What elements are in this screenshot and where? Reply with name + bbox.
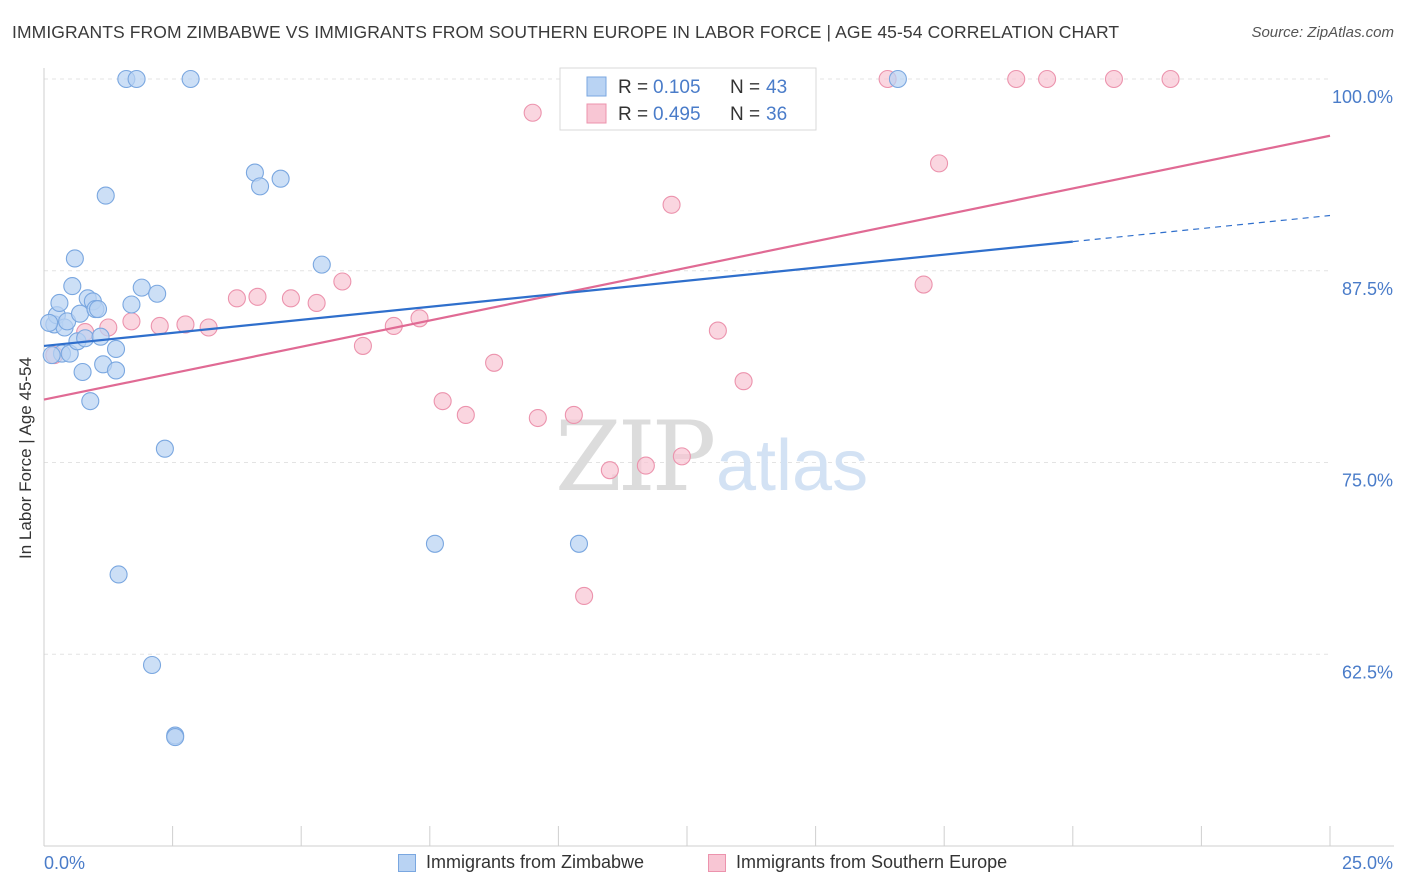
trend-lines <box>43 134 1331 401</box>
data-point-southern-europe <box>456 405 475 424</box>
data-point-zimbabwe <box>73 362 92 382</box>
data-point-southern-europe <box>528 408 547 428</box>
data-point-southern-europe <box>930 154 949 173</box>
legend-n-label: N = <box>730 104 760 125</box>
data-point-southern-europe <box>564 405 583 424</box>
data-point-zimbabwe <box>63 277 82 296</box>
data-point-southern-europe <box>199 318 218 337</box>
correlation-legend: R = 0.105 N = 43 R = 0.495 N = 36 <box>559 67 817 131</box>
data-point-zimbabwe <box>569 534 589 553</box>
y-tick-label: 87.5% <box>1342 279 1393 299</box>
data-point-zimbabwe <box>148 284 167 303</box>
data-point-zimbabwe <box>888 69 907 89</box>
trend-line-zimbabwe-extension <box>1072 214 1331 243</box>
data-point-zimbabwe <box>132 278 151 297</box>
legend-n-label: N = <box>730 77 760 98</box>
data-point-southern-europe <box>485 353 504 372</box>
data-point-zimbabwe <box>88 300 108 319</box>
series-southern-europe-points <box>45 69 1180 606</box>
data-point-southern-europe <box>1038 69 1057 89</box>
data-point-zimbabwe <box>76 329 95 348</box>
data-point-zimbabwe <box>91 327 110 346</box>
data-point-zimbabwe <box>106 361 126 380</box>
data-point-zimbabwe <box>250 177 270 196</box>
data-point-southern-europe <box>708 321 727 340</box>
legend-swatch-southern-europe <box>708 853 726 872</box>
trend-line-zimbabwe <box>43 240 1073 348</box>
bottom-legend: Immigrants from Zimbabwe Immigrants from… <box>0 852 1406 878</box>
legend-swatch-zimbabwe <box>398 853 416 872</box>
legend-n-value: 43 <box>766 77 787 98</box>
data-point-southern-europe <box>433 392 452 411</box>
legend-item-southern-europe[interactable]: Immigrants from Southern Europe <box>708 852 1007 873</box>
data-point-southern-europe <box>281 289 300 308</box>
x-tick-label: 0.0% <box>44 853 85 873</box>
data-point-zimbabwe <box>70 304 90 323</box>
data-point-zimbabwe <box>181 69 200 89</box>
data-point-zimbabwe <box>96 186 115 205</box>
chart-title: IMMIGRANTS FROM ZIMBABWE VS IMMIGRANTS F… <box>12 22 1120 42</box>
data-point-southern-europe <box>150 316 169 336</box>
data-point-southern-europe <box>636 456 655 475</box>
gridlines <box>44 78 1330 655</box>
data-point-southern-europe <box>600 461 619 480</box>
data-point-zimbabwe <box>425 534 444 553</box>
data-point-zimbabwe <box>271 169 290 188</box>
data-point-zimbabwe <box>142 655 162 675</box>
data-point-southern-europe <box>353 336 372 355</box>
legend-item-zimbabwe[interactable]: Immigrants from Zimbabwe <box>398 852 644 873</box>
data-point-zimbabwe <box>81 392 100 411</box>
axes <box>43 68 1394 847</box>
data-point-southern-europe <box>662 195 681 214</box>
legend-r-value: 0.105 <box>653 77 701 98</box>
data-point-zimbabwe <box>155 439 174 458</box>
trend-line-southern-europe <box>43 134 1331 401</box>
data-point-southern-europe <box>176 315 195 334</box>
legend-r-label: R = <box>618 104 648 125</box>
source-label: Source: ZipAtlas.com <box>1251 24 1394 41</box>
watermark-atlas: atlas <box>716 426 868 506</box>
legend-r-label: R = <box>618 77 648 98</box>
series-zimbabwe-points <box>40 69 907 747</box>
legend-label-zimbabwe: Immigrants from Zimbabwe <box>426 852 645 872</box>
data-point-zimbabwe <box>42 346 61 365</box>
data-point-southern-europe <box>122 312 141 331</box>
data-point-zimbabwe <box>122 295 141 314</box>
legend-r-value: 0.495 <box>653 104 701 125</box>
data-point-southern-europe <box>575 586 594 606</box>
data-point-southern-europe <box>333 272 352 291</box>
data-point-zimbabwe <box>106 339 126 359</box>
watermark: ZIP atlas <box>555 401 868 513</box>
data-point-southern-europe <box>523 103 542 122</box>
data-point-zimbabwe <box>127 69 146 89</box>
data-point-southern-europe <box>672 447 691 466</box>
data-point-southern-europe <box>914 275 933 294</box>
data-point-zimbabwe <box>109 565 128 584</box>
x-tick-label: 25.0% <box>1342 853 1393 873</box>
data-point-southern-europe <box>248 287 267 306</box>
data-point-zimbabwe <box>65 249 84 268</box>
data-point-zimbabwe <box>50 293 69 313</box>
data-point-southern-europe <box>734 372 753 391</box>
data-point-zimbabwe <box>312 255 331 274</box>
y-tick-label: 62.5% <box>1342 662 1393 682</box>
y-tick-label: 100.0% <box>1332 87 1393 107</box>
tick-labels: 100.0% 87.5% 75.0% 62.5% 0.0% 25.0% <box>44 87 1393 873</box>
data-point-southern-europe <box>1161 69 1180 89</box>
data-point-zimbabwe <box>40 313 59 332</box>
data-point-southern-europe <box>227 289 246 308</box>
data-point-southern-europe <box>1007 69 1026 89</box>
y-tick-label: 75.0% <box>1342 471 1393 491</box>
legend-swatch <box>586 76 607 97</box>
legend-swatch <box>586 103 607 124</box>
data-point-zimbabwe <box>166 728 185 747</box>
legend-n-value: 36 <box>766 104 787 125</box>
data-point-southern-europe <box>307 293 326 313</box>
legend-label-southern-europe: Immigrants from Southern Europe <box>736 852 1008 872</box>
data-point-southern-europe <box>1104 69 1124 89</box>
